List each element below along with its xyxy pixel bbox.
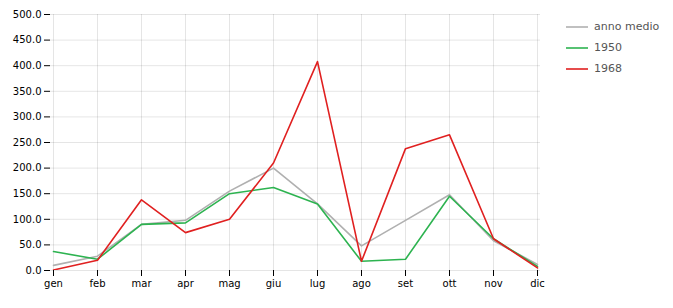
svg-text:450.0: 450.0 xyxy=(13,34,42,45)
svg-text:feb: feb xyxy=(89,278,105,289)
svg-text:giu: giu xyxy=(266,278,281,289)
svg-text:mar: mar xyxy=(132,278,153,289)
html-text:1950: 1950 xyxy=(594,41,622,54)
svg-text:500.0: 500.0 xyxy=(13,9,42,20)
svg-text:mag: mag xyxy=(218,278,240,289)
svg-text:lug: lug xyxy=(310,278,325,289)
svg-text:100.0: 100.0 xyxy=(13,214,42,225)
svg-text:200.0: 200.0 xyxy=(13,162,42,173)
svg-text:50.0: 50.0 xyxy=(19,239,41,250)
svg-text:300.0: 300.0 xyxy=(13,111,42,122)
svg-text:dic: dic xyxy=(530,278,545,289)
svg-text:nov: nov xyxy=(484,278,502,289)
svg-text:ago: ago xyxy=(352,278,371,289)
svg-text:set: set xyxy=(398,278,413,289)
svg-text:350.0: 350.0 xyxy=(13,86,42,97)
svg-text:150.0: 150.0 xyxy=(13,188,42,199)
html-text:anno medio: anno medio xyxy=(594,20,660,33)
svg-text:ott: ott xyxy=(443,278,457,289)
svg-text:250.0: 250.0 xyxy=(13,137,42,148)
html-text:1968: 1968 xyxy=(594,62,622,75)
svg-text:apr: apr xyxy=(177,278,194,289)
svg-text:gen: gen xyxy=(44,278,63,289)
svg-text:0.0: 0.0 xyxy=(26,265,42,276)
svg-text:400.0: 400.0 xyxy=(13,60,42,71)
